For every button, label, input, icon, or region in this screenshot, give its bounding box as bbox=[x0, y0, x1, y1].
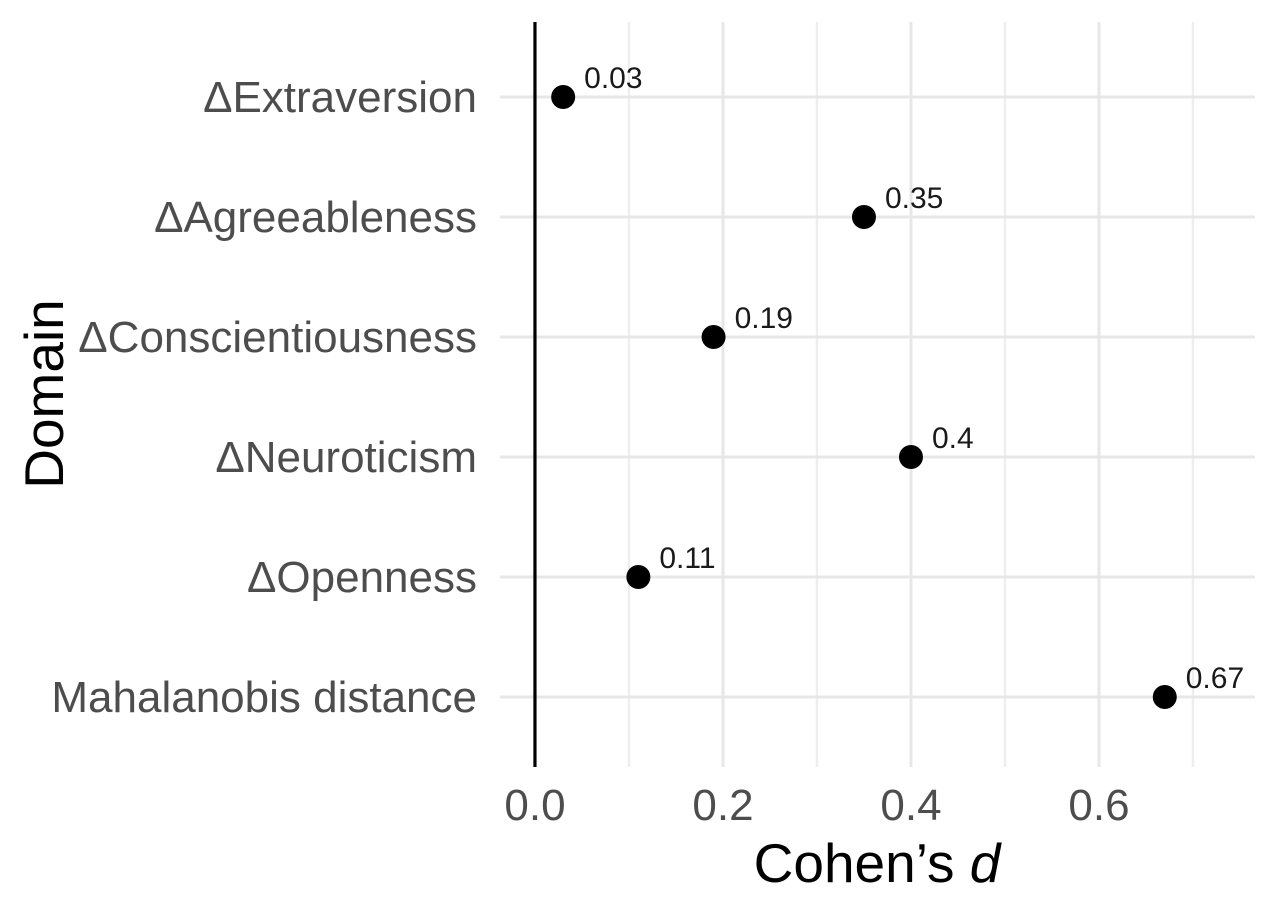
data-point-label: 0.11 bbox=[659, 542, 715, 575]
category-label: ΔConscientiousness bbox=[78, 313, 477, 362]
category-label: ΔNeuroticism bbox=[215, 433, 477, 482]
data-point-label: 0.67 bbox=[1186, 662, 1244, 695]
x-axis-title: Cohen’s d bbox=[754, 832, 1003, 894]
data-points bbox=[551, 85, 1177, 709]
data-point bbox=[626, 565, 651, 589]
data-point-labels: 0.03 0.35 0.19 0.4 0.11 0.67 bbox=[584, 62, 1244, 695]
x-axis-title-italic-d: d bbox=[970, 832, 1003, 894]
data-point bbox=[551, 85, 576, 109]
data-point bbox=[851, 205, 876, 229]
data-point bbox=[898, 445, 923, 469]
data-point bbox=[701, 325, 726, 349]
data-point-label: 0.35 bbox=[885, 182, 943, 215]
data-point bbox=[1152, 685, 1177, 709]
x-tick-label: 0.0 bbox=[504, 781, 565, 830]
y-axis-category-labels: ΔExtraversion ΔAgreeableness ΔConscientiou… bbox=[51, 73, 477, 722]
x-tick-label: 0.2 bbox=[692, 781, 753, 830]
category-label: ΔExtraversion bbox=[203, 73, 477, 122]
data-point-label: 0.19 bbox=[735, 302, 793, 335]
data-point-label: 0.4 bbox=[932, 422, 974, 455]
x-tick-label: 0.6 bbox=[1068, 781, 1129, 830]
x-tick-label: 0.4 bbox=[880, 781, 941, 830]
data-point-label: 0.03 bbox=[584, 62, 642, 95]
x-axis-title-text: Cohen’s bbox=[754, 832, 970, 894]
y-axis-title: Domain bbox=[13, 299, 75, 489]
category-label: ΔAgreeableness bbox=[154, 193, 477, 242]
category-label: Mahalanobis distance bbox=[51, 673, 477, 722]
minor-gridlines bbox=[627, 22, 1195, 767]
category-gridlines bbox=[500, 95, 1255, 699]
x-axis-tick-labels: 0.0 0.2 0.4 0.6 bbox=[504, 781, 1129, 830]
category-label: ΔOpenness bbox=[247, 553, 477, 602]
